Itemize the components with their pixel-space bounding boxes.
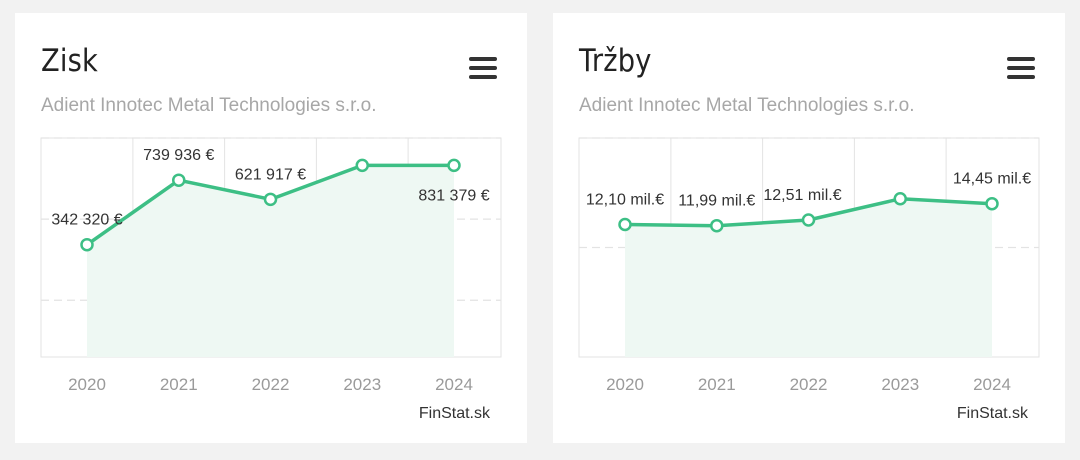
x-tick-label: 2023: [881, 375, 919, 394]
revenue-card: Tržby Adient Innotec Metal Technologies …: [553, 13, 1065, 443]
data-point[interactable]: [710, 218, 724, 233]
data-point[interactable]: [893, 192, 907, 206]
card-title: Tržby: [579, 43, 652, 79]
x-tick-label: 2024: [435, 375, 473, 394]
profit-chart: 342 320 € 739 936 € 621 917 € 831 379 € 2020…: [40, 137, 502, 394]
x-tick-label: 2021: [160, 375, 198, 394]
x-tick-label: 2020: [68, 375, 106, 394]
data-label: 831 379 €: [418, 187, 489, 204]
series-area: [625, 198, 992, 357]
revenue-chart: 12,10 mil.€ 11,99 mil.€ 12,51 mil.€ 14,45 m…: [578, 137, 1040, 394]
data-point[interactable]: [80, 237, 94, 252]
x-tick-label: 2022: [252, 375, 290, 394]
data-label: 342 320 €: [51, 212, 122, 229]
data-label: 12,10 mil.€: [586, 192, 664, 209]
data-label: 11,99 mil.€: [678, 193, 755, 210]
data-label: 739 936 €: [143, 147, 214, 164]
data-point[interactable]: [985, 196, 999, 211]
x-tick-label: 2024: [973, 375, 1011, 394]
card-subtitle: Adient Innotec Metal Technologies s.r.o.: [579, 95, 915, 116]
data-point[interactable]: [263, 192, 278, 207]
chart-menu-button[interactable]: [469, 57, 497, 79]
card-subtitle: Adient Innotec Metal Technologies s.r.o.: [41, 95, 377, 116]
data-point[interactable]: [447, 158, 461, 173]
data-point[interactable]: [801, 213, 816, 227]
x-tick-label: 2022: [790, 375, 828, 394]
chart-menu-button[interactable]: [1007, 57, 1035, 79]
x-tick-label: 2021: [698, 375, 736, 394]
data-label: 621 917 €: [235, 166, 306, 183]
data-label: 14,45 mil.€: [953, 171, 1031, 188]
data-point[interactable]: [618, 217, 632, 232]
data-label: 12,51 mil.€: [763, 187, 841, 204]
finstat-credit-link[interactable]: FinStat.sk: [956, 405, 1028, 422]
x-tick-label: 2023: [343, 375, 381, 394]
x-tick-label: 2020: [606, 375, 644, 394]
finstat-credit-link[interactable]: FinStat.sk: [418, 405, 490, 422]
profit-card: Zisk Adient Innotec Metal Technologies s…: [15, 13, 527, 443]
card-title: Zisk: [41, 43, 98, 79]
series-area: [87, 165, 454, 357]
data-point[interactable]: [355, 158, 369, 173]
data-point[interactable]: [172, 173, 186, 187]
